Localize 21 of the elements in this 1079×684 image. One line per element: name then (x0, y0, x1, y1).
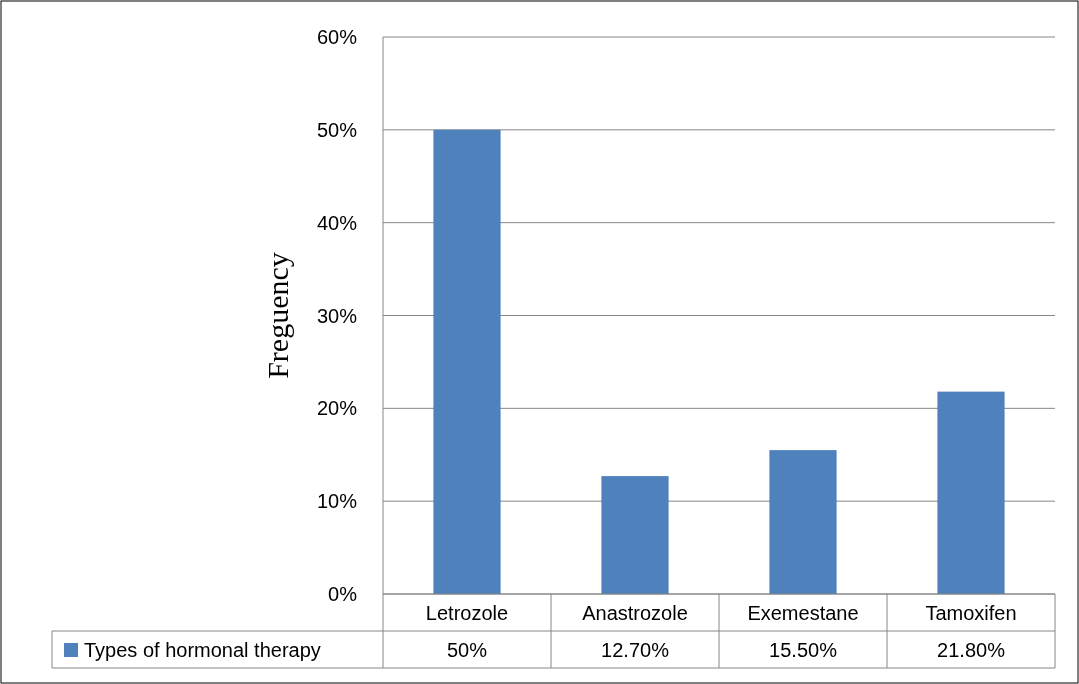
data-label: 50% (446, 638, 488, 661)
bar (433, 129, 501, 594)
x-tick-label: Exemestane (747, 601, 859, 624)
data-label: 21.80% (937, 638, 1006, 661)
bar (937, 391, 1005, 594)
data-label: 15.50% (769, 638, 838, 661)
y-tick-label: 20% (316, 397, 358, 420)
legend-label: Types of hormonal therapy (84, 638, 321, 661)
y-axis-title: Freguency (261, 252, 294, 379)
y-tick-label: 10% (316, 490, 358, 513)
y-tick-label: 0% (328, 583, 358, 605)
bar (769, 450, 837, 594)
y-tick-label: 40% (316, 211, 358, 234)
x-tick-label: Letrozole (425, 601, 509, 624)
data-label: 12.70% (601, 638, 670, 661)
y-tick-label: 60% (316, 26, 358, 48)
x-tick-label: Tamoxifen (925, 601, 1017, 624)
y-tick-label: 30% (316, 304, 358, 327)
x-tick-label: Anastrozole (582, 601, 688, 624)
bar (601, 476, 669, 594)
y-tick-label: 50% (316, 118, 358, 141)
